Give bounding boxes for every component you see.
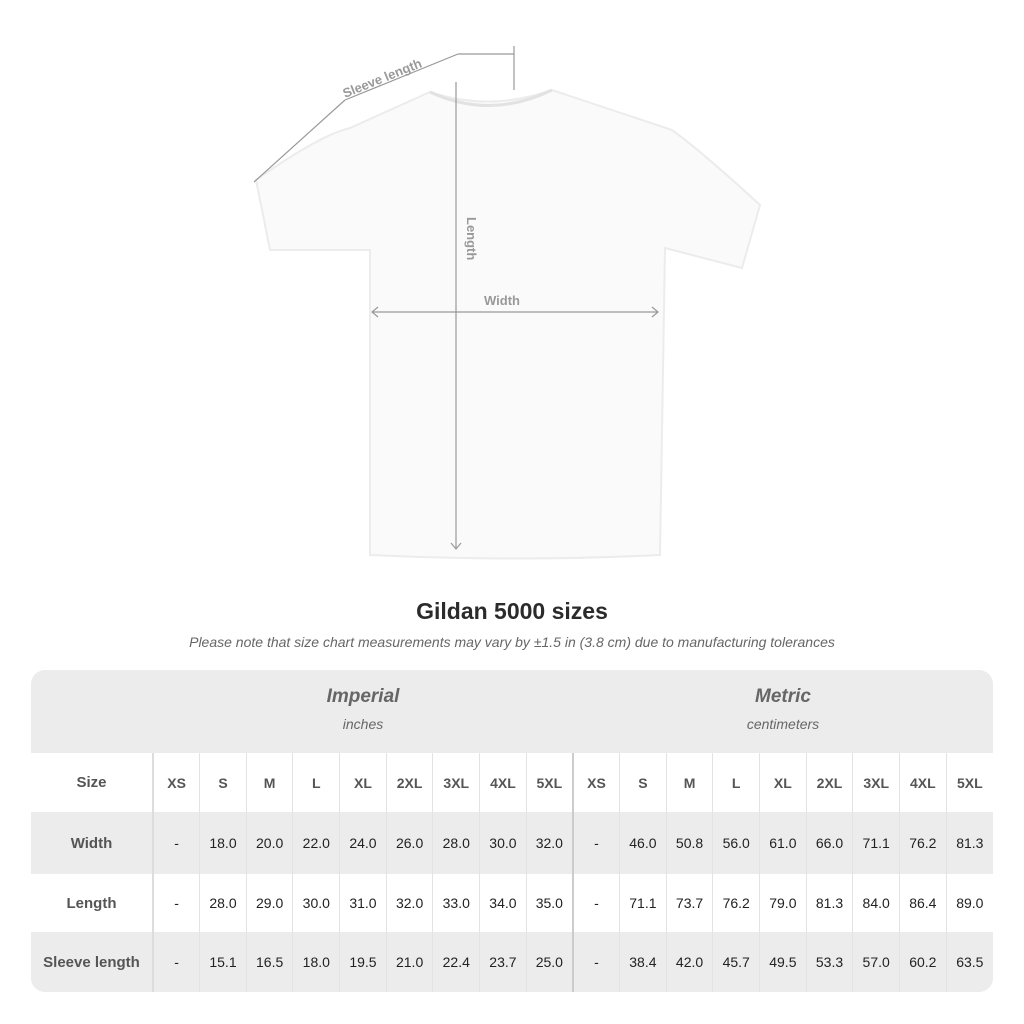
size-header: XL bbox=[339, 753, 387, 812]
imperial-cell: 35.0 bbox=[525, 874, 573, 932]
size-header: 2XL bbox=[385, 753, 433, 812]
row-label: Width bbox=[31, 812, 154, 874]
chart-title: Gildan 5000 sizes bbox=[416, 598, 608, 624]
metric-cell: 50.8 bbox=[665, 812, 713, 874]
size-header: 5XL bbox=[525, 753, 573, 812]
imperial-cell: 26.0 bbox=[385, 812, 433, 874]
metric-cell: 42.0 bbox=[665, 932, 713, 992]
size-header: S bbox=[619, 753, 667, 812]
size-header: L bbox=[292, 753, 340, 812]
table-row: Length -28.0 29.0 30.0 31.0 32.0 33.0 34.0 35.0-… bbox=[31, 874, 993, 932]
metric-cell: 60.2 bbox=[899, 932, 947, 992]
imperial-cell: 22.4 bbox=[432, 932, 480, 992]
imperial-cell: - bbox=[152, 812, 200, 874]
imperial-cell: 31.0 bbox=[339, 874, 387, 932]
size-header: 2XL bbox=[805, 753, 853, 812]
imperial-cell: 19.5 bbox=[339, 932, 387, 992]
metric-cell: 38.4 bbox=[619, 932, 667, 992]
size-header: XS bbox=[152, 753, 200, 812]
metric-cell: 81.3 bbox=[805, 874, 853, 932]
metric-cell: 46.0 bbox=[619, 812, 667, 874]
size-header: 4XL bbox=[479, 753, 527, 812]
metric-cell: 63.5 bbox=[945, 932, 993, 992]
tolerance-note: Please note that size chart measurements… bbox=[189, 634, 835, 650]
metric-cell: 71.1 bbox=[619, 874, 667, 932]
imperial-cell: - bbox=[152, 874, 200, 932]
imperial-cell: 18.0 bbox=[199, 812, 247, 874]
metric-cell: 76.2 bbox=[899, 812, 947, 874]
imperial-cell: 28.0 bbox=[199, 874, 247, 932]
imperial-cell: 21.0 bbox=[385, 932, 433, 992]
size-header: L bbox=[712, 753, 760, 812]
tshirt-image bbox=[254, 88, 762, 560]
imperial-cell: 23.7 bbox=[479, 932, 527, 992]
imperial-cell: 32.0 bbox=[385, 874, 433, 932]
sleeve-length-arrow bbox=[253, 99, 346, 183]
metric-cell: 73.7 bbox=[665, 874, 713, 932]
table-row: Sleeve length -15.1 16.5 18.0 19.5 21.0 22.4 23… bbox=[31, 932, 993, 992]
size-table-panel: Imperial inches Metric centimeters Size X… bbox=[31, 670, 993, 992]
imperial-cell: 34.0 bbox=[479, 874, 527, 932]
imperial-cell: 22.0 bbox=[292, 812, 340, 874]
imperial-cell: 15.1 bbox=[199, 932, 247, 992]
imperial-cell: 28.0 bbox=[432, 812, 480, 874]
metric-cell: 84.0 bbox=[852, 874, 900, 932]
metric-unit: centimeters bbox=[746, 716, 820, 732]
size-header: 3XL bbox=[852, 753, 900, 812]
metric-cell: 53.3 bbox=[805, 932, 853, 992]
imperial-cell: 25.0 bbox=[525, 932, 573, 992]
metric-cell: 71.1 bbox=[852, 812, 900, 874]
size-header: S bbox=[199, 753, 247, 812]
metric-cell: 89.0 bbox=[945, 874, 993, 932]
size-header: M bbox=[665, 753, 713, 812]
metric-cell: 57.0 bbox=[852, 932, 900, 992]
imperial-cell: 20.0 bbox=[245, 812, 293, 874]
imperial-cell: 30.0 bbox=[479, 812, 527, 874]
metric-cell: - bbox=[571, 932, 620, 992]
imperial-heading: Imperial bbox=[326, 686, 400, 707]
metric-cell: 81.3 bbox=[945, 812, 993, 874]
row-label: Sleeve length bbox=[31, 932, 154, 992]
size-header-row: Size XS S M L XL 2XL 3XL 4XL 5XL XS S M L XL 2XL 3XL 4XL 5… bbox=[31, 753, 993, 812]
imperial-unit: inches bbox=[342, 716, 384, 732]
metric-cell: 61.0 bbox=[759, 812, 807, 874]
size-header: M bbox=[245, 753, 293, 812]
imperial-cell: 18.0 bbox=[292, 932, 340, 992]
tshirt-diagram: Sleeve length Length Width bbox=[253, 46, 762, 560]
imperial-cell: 16.5 bbox=[245, 932, 293, 992]
metric-cell: 56.0 bbox=[712, 812, 760, 874]
size-table: Size XS S M L XL 2XL 3XL 4XL 5XL XS S M L XL 2XL 3XL 4XL 5… bbox=[31, 753, 993, 992]
imperial-cell: - bbox=[152, 932, 200, 992]
size-header: XL bbox=[759, 753, 807, 812]
metric-heading: Metric bbox=[755, 686, 811, 707]
metric-cell: 79.0 bbox=[759, 874, 807, 932]
metric-cell: 76.2 bbox=[712, 874, 760, 932]
length-label: Length bbox=[464, 217, 479, 260]
table-row: Width -18.0 20.0 22.0 24.0 26.0 28.0 30.0 32.0-4… bbox=[31, 812, 993, 874]
metric-cell: 86.4 bbox=[899, 874, 947, 932]
metric-cell: - bbox=[571, 812, 620, 874]
metric-cell: 49.5 bbox=[759, 932, 807, 992]
imperial-cell: 33.0 bbox=[432, 874, 480, 932]
metric-header: Metric centimeters bbox=[573, 686, 993, 732]
metric-cell: 66.0 bbox=[805, 812, 853, 874]
row-label: Length bbox=[31, 874, 154, 932]
size-header: 4XL bbox=[899, 753, 947, 812]
imperial-header: Imperial inches bbox=[153, 686, 573, 732]
size-header: XS bbox=[571, 753, 620, 812]
row-label: Size bbox=[31, 753, 154, 812]
size-header: 3XL bbox=[432, 753, 480, 812]
imperial-cell: 29.0 bbox=[245, 874, 293, 932]
imperial-cell: 30.0 bbox=[292, 874, 340, 932]
imperial-cell: 24.0 bbox=[339, 812, 387, 874]
sleeve-length-label: Sleeve length bbox=[341, 55, 424, 100]
metric-cell: - bbox=[571, 874, 620, 932]
imperial-cell: 32.0 bbox=[525, 812, 573, 874]
size-header: 5XL bbox=[945, 753, 993, 812]
metric-cell: 45.7 bbox=[712, 932, 760, 992]
width-label: Width bbox=[484, 293, 520, 308]
